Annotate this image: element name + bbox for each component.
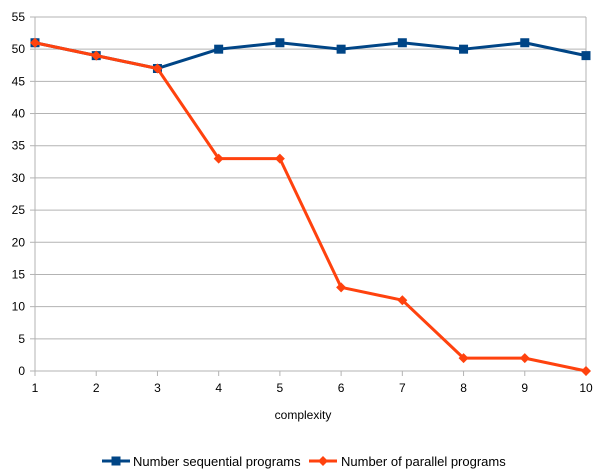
- series-2-point-6: [336, 282, 347, 293]
- y-tick-label-40: 40: [12, 107, 26, 121]
- legend-label-2: Number of parallel programs: [341, 454, 506, 469]
- y-tick-label-50: 50: [12, 42, 26, 56]
- series-2-point-9: [519, 353, 530, 364]
- gridlines: [30, 16, 587, 376]
- y-tick-label-35: 35: [12, 139, 26, 153]
- y-axis-ticks: 0 5 10 15 20 25 30 35 40 45 50 55: [12, 10, 26, 378]
- series-2-point-1: [30, 37, 40, 48]
- series-1-point-9: [520, 38, 530, 48]
- series-2-point-10: [581, 366, 591, 376]
- x-axis-ticks: 1 2 3 4 5 6 7 8 9 10: [32, 381, 593, 395]
- series-1-point-5: [275, 38, 285, 48]
- series-2-point-4: [213, 153, 224, 164]
- series-2: [30, 37, 591, 376]
- x-tick-label-6: 6: [338, 381, 345, 395]
- series-1: [30, 38, 591, 73]
- series-group: [30, 37, 591, 376]
- y-tick-label-10: 10: [12, 300, 26, 314]
- y-tick-label-20: 20: [12, 235, 26, 249]
- series-2-point-3: [152, 63, 163, 74]
- legend-marker-2: [318, 456, 328, 466]
- series-1-point-8: [459, 44, 469, 54]
- y-tick-label-15: 15: [12, 267, 26, 281]
- series-2-point-2: [91, 50, 102, 61]
- legend: Number sequential programs Number of para…: [102, 454, 506, 469]
- y-tick-label-0: 0: [18, 364, 25, 378]
- x-axis-title: complexity: [275, 408, 332, 422]
- series-1-point-7: [397, 38, 407, 48]
- y-tick-label-30: 30: [12, 171, 26, 185]
- series-2-line: [34, 41, 587, 373]
- series-1-point-10: [581, 51, 591, 61]
- series-1-line: [34, 41, 587, 70]
- series-2-point-7: [397, 295, 408, 306]
- x-tick-label-8: 8: [460, 381, 467, 395]
- x-tick-label-10: 10: [579, 381, 593, 395]
- series-2-point-8: [458, 353, 469, 364]
- y-tick-label-55: 55: [12, 10, 26, 24]
- y-tick-label-25: 25: [12, 203, 26, 217]
- legend-label-1: Number sequential programs: [133, 454, 301, 469]
- x-tick-label-1: 1: [32, 381, 39, 395]
- y-tick-label-45: 45: [12, 74, 26, 88]
- x-tick-label-7: 7: [399, 381, 406, 395]
- series-1-point-4: [214, 44, 224, 54]
- x-tick-label-2: 2: [93, 381, 100, 395]
- x-tick-label-9: 9: [521, 381, 528, 395]
- x-tick-label-4: 4: [215, 381, 222, 395]
- series-2-point-5: [274, 153, 285, 164]
- x-tick-label-3: 3: [154, 381, 161, 395]
- x-tick-label-5: 5: [277, 381, 284, 395]
- series-1-point-6: [336, 44, 346, 54]
- y-tick-label-5: 5: [18, 332, 25, 346]
- legend-marker-1: [111, 456, 121, 466]
